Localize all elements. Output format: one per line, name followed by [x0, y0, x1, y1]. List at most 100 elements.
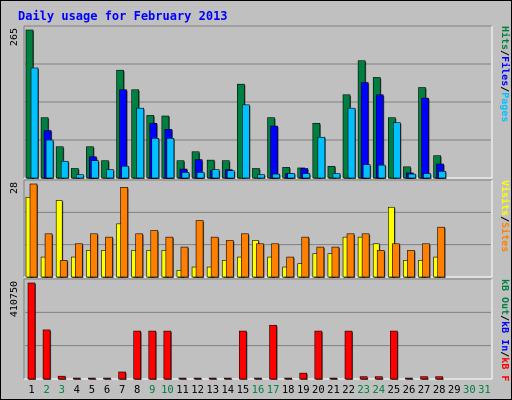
bar-files-day-27: [421, 97, 429, 179]
x-tick-label: 14: [221, 384, 234, 396]
x-tick-label: 24: [372, 384, 385, 396]
bar-pages-day-26: [408, 173, 416, 179]
bar-pages-day-20: [317, 136, 326, 179]
bar-pages-day-27: [423, 173, 431, 179]
x-tick-label: 28: [433, 384, 446, 396]
bar-kbf-day-27: [420, 376, 428, 380]
bar-pages-day-16: [257, 174, 265, 179]
bar-files-day-17: [270, 125, 278, 179]
bar-sites-day-9: [150, 230, 159, 278]
gridlines: [25, 311, 491, 347]
bar-kbf-day-25: [390, 330, 398, 380]
bar-visits-day-3: [55, 200, 63, 278]
bar-kbf-day-10: [163, 330, 172, 380]
legend-entry: /: [499, 351, 510, 357]
bar-sites-day-13: [210, 236, 219, 278]
legend-entry: /: [499, 86, 510, 92]
bar-sites-day-17: [271, 243, 279, 278]
bar-sites-day-12: [195, 220, 204, 278]
bar-sites-day-26: [407, 250, 415, 278]
bar-pages-day-8: [136, 107, 144, 179]
legend-entry: Files: [499, 56, 511, 86]
x-tick-label: 31: [478, 384, 491, 396]
legend-entry: Hits: [499, 26, 511, 50]
legend-entry: /: [499, 50, 510, 56]
y-max-label: 410750: [9, 281, 20, 317]
bar-kbf-day-12: [193, 377, 202, 380]
bar-sites-day-18: [286, 256, 294, 278]
bar-sites-day-8: [135, 233, 143, 278]
x-tick-label: 19: [297, 384, 310, 396]
x-tick-label: 9: [149, 384, 155, 396]
x-tick-label: 10: [161, 384, 174, 396]
bar-pages-day-25: [393, 122, 401, 179]
bar-pages-day-14: [226, 170, 235, 179]
bar-kbf-day-3: [57, 375, 66, 380]
x-tick-label: 26: [403, 384, 416, 396]
bar-pages-day-22: [347, 107, 356, 179]
panel-legend: Visits/Sites: [499, 180, 511, 252]
bar-kbf-day-13: [208, 377, 217, 380]
bar-pages-day-2: [45, 139, 54, 179]
bar-pages-day-1: [30, 67, 39, 179]
legend-entry: kB In: [499, 321, 510, 351]
bar-visits-day-25: [388, 206, 395, 278]
bar-pages-day-4: [75, 174, 84, 179]
bar-hits-day-21: [327, 165, 336, 179]
x-tick-label: 5: [89, 384, 95, 396]
bar-kbf-day-14: [223, 377, 232, 380]
x-tick-label: 18: [282, 384, 295, 396]
x-tick-label: 29: [448, 384, 461, 396]
bar-kbf-day-26: [405, 377, 413, 380]
x-tick-label: 4: [74, 384, 80, 396]
bar-sites-day-15: [241, 233, 249, 278]
bar-pages-day-6: [106, 169, 114, 179]
bar-kbf-day-16: [254, 377, 262, 380]
bar-kbf-day-5: [88, 377, 96, 380]
bar-kbf-day-19: [299, 372, 308, 380]
panel-legend: kB Out/kB In/kB F: [499, 279, 510, 381]
bar-kbf-day-4: [72, 377, 81, 380]
bar-kbf-day-17: [269, 324, 277, 380]
bar-kbf-day-24: [374, 376, 383, 380]
bar-files-day-23: [360, 82, 369, 179]
bar-sites-day-19: [301, 236, 310, 278]
x-axis-labels: 1 2 3 4 5 6 7 8 9 10 11 12 13 14 15 16 17 18 19 20 21 22 23 24 2…: [28, 384, 490, 396]
bar-sites-day-5: [90, 233, 98, 278]
bar-hits-day-16: [252, 168, 260, 179]
bar-pages-day-7: [121, 165, 129, 179]
bar-kbf-day-18: [284, 377, 292, 380]
bar-sites-day-7: [120, 187, 128, 278]
x-tick-label: 25: [388, 384, 401, 396]
x-tick-label: 30: [463, 384, 476, 396]
bar-sites-day-25: [392, 243, 400, 278]
bar-pages-day-24: [377, 164, 386, 179]
gridlines: [25, 63, 491, 141]
x-tick-label: 16: [252, 384, 265, 396]
x-tick-label: 22: [342, 384, 355, 396]
bar-pages-day-28: [438, 170, 446, 179]
x-tick-label: 11: [176, 384, 189, 396]
bar-kbf-day-11: [178, 377, 187, 380]
x-tick-label: 20: [312, 384, 325, 396]
bar-kbf-day-28: [435, 376, 443, 380]
bar-sites-day-4: [74, 243, 83, 278]
bar-kbf-day-7: [118, 371, 126, 380]
bar-sites-day-6: [105, 236, 113, 278]
bar-sites-day-2: [44, 233, 53, 278]
bar-pages-day-12: [196, 172, 205, 179]
legend-entry: /: [499, 315, 510, 321]
bar-sites-day-21: [331, 246, 340, 278]
bar-pages-day-10: [166, 138, 175, 179]
bar-sites-day-22: [346, 233, 355, 278]
bar-sites-day-16: [256, 243, 264, 278]
legend-entry: Sites: [499, 222, 511, 252]
bar-sites-day-10: [165, 236, 174, 278]
legend-entry: /: [499, 216, 510, 222]
bar-kbf-day-2: [42, 329, 51, 380]
legend-entry: kB F: [499, 357, 510, 381]
bar-kbf-day-9: [148, 330, 157, 380]
bar-sites-day-28: [437, 226, 445, 278]
x-tick-label: 8: [134, 384, 140, 396]
legend-entry: Visits: [499, 180, 511, 216]
